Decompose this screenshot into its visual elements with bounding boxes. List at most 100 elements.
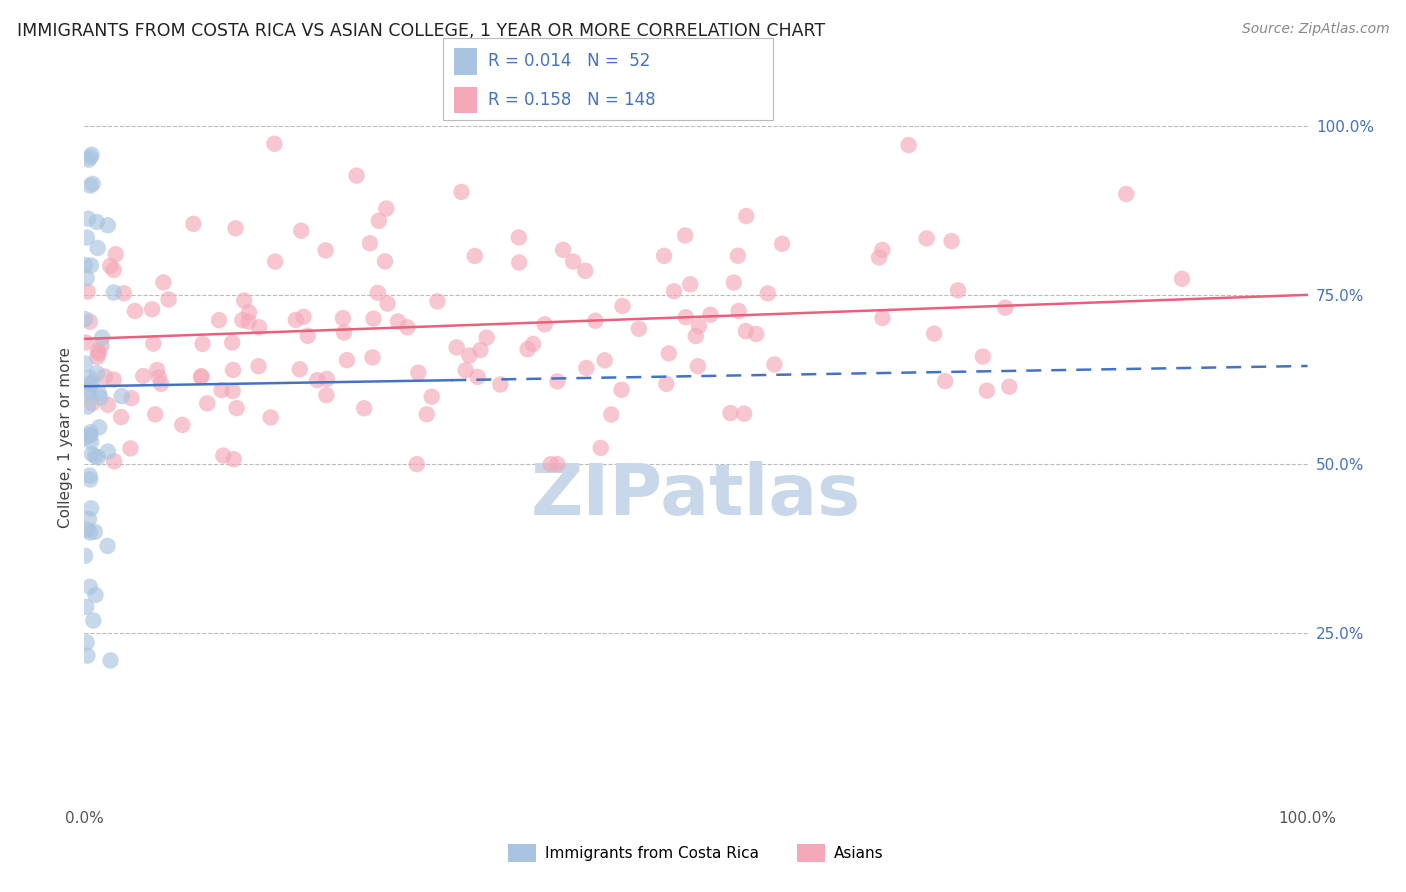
Point	[87, 385, 110, 400]
Point	[872, 243, 894, 257]
Point	[82, 177, 104, 191]
Point	[89, 391, 111, 405]
Point	[82, 396, 104, 410]
Point	[146, 363, 169, 377]
Point	[658, 346, 681, 360]
Point	[97, 444, 120, 458]
Point	[183, 217, 205, 231]
Point	[222, 452, 245, 467]
Point	[97, 398, 120, 412]
Point	[76, 271, 98, 285]
Point	[82, 376, 104, 391]
Point	[727, 304, 749, 318]
Point	[150, 376, 173, 391]
Point	[733, 407, 755, 421]
Point	[897, 138, 920, 153]
Point	[87, 344, 110, 359]
Point	[377, 296, 399, 310]
Point	[470, 343, 492, 357]
Point	[489, 377, 512, 392]
Point	[100, 653, 122, 667]
Point	[77, 153, 100, 167]
Point	[426, 294, 449, 309]
Point	[77, 383, 100, 397]
Point	[353, 401, 375, 416]
Point	[86, 215, 108, 229]
Point	[367, 285, 389, 300]
Point	[446, 340, 468, 354]
Point	[124, 304, 146, 318]
Point	[450, 185, 472, 199]
Point	[1171, 272, 1194, 286]
Point	[77, 386, 100, 401]
Point	[946, 284, 969, 298]
Point	[103, 263, 125, 277]
Point	[734, 324, 756, 338]
Point	[396, 320, 419, 334]
Point	[307, 373, 329, 387]
Point	[75, 599, 97, 614]
Point	[316, 372, 339, 386]
Point	[83, 524, 105, 539]
Point	[238, 305, 260, 319]
Point	[79, 371, 101, 385]
Point	[212, 449, 235, 463]
Point	[98, 259, 121, 273]
Point	[233, 293, 256, 308]
Point	[211, 383, 233, 397]
Point	[76, 635, 98, 649]
Point	[533, 318, 555, 332]
Point	[516, 343, 538, 357]
Point	[264, 254, 287, 268]
Point	[86, 350, 108, 364]
Point	[941, 234, 963, 248]
Point	[89, 420, 111, 434]
Point	[225, 221, 247, 235]
Point	[190, 369, 212, 384]
Point	[551, 243, 574, 257]
Point	[610, 383, 633, 397]
Point	[75, 549, 97, 563]
Point	[756, 286, 779, 301]
Point	[408, 366, 430, 380]
Point	[141, 302, 163, 317]
Point	[247, 359, 270, 374]
Point	[723, 276, 745, 290]
Point	[79, 376, 101, 391]
Point	[290, 224, 312, 238]
Point	[231, 313, 253, 327]
Point	[79, 315, 101, 329]
Point	[699, 308, 721, 322]
Point	[415, 407, 437, 421]
Point	[79, 468, 101, 483]
Point	[288, 362, 311, 376]
Point	[673, 228, 696, 243]
Point	[688, 319, 710, 334]
Point	[934, 374, 956, 388]
Point	[238, 315, 260, 329]
Point	[82, 614, 104, 628]
Point	[458, 349, 481, 363]
Point	[221, 384, 243, 398]
Point	[589, 441, 612, 455]
Point	[685, 329, 707, 343]
Point	[475, 330, 498, 344]
Point	[76, 285, 98, 299]
Point	[735, 209, 758, 223]
Point	[110, 410, 132, 425]
Point	[79, 473, 101, 487]
Point	[284, 313, 307, 327]
Point	[172, 417, 194, 432]
Point	[77, 211, 100, 226]
Legend: Immigrants from Costa Rica, Asians: Immigrants from Costa Rica, Asians	[502, 838, 890, 868]
Point	[79, 178, 101, 193]
Point	[76, 648, 98, 663]
Point	[405, 457, 427, 471]
Point	[612, 299, 634, 313]
Point	[86, 367, 108, 381]
Point	[361, 351, 384, 365]
Point	[998, 380, 1021, 394]
Point	[872, 311, 894, 326]
Point	[333, 326, 356, 340]
Point	[346, 169, 368, 183]
